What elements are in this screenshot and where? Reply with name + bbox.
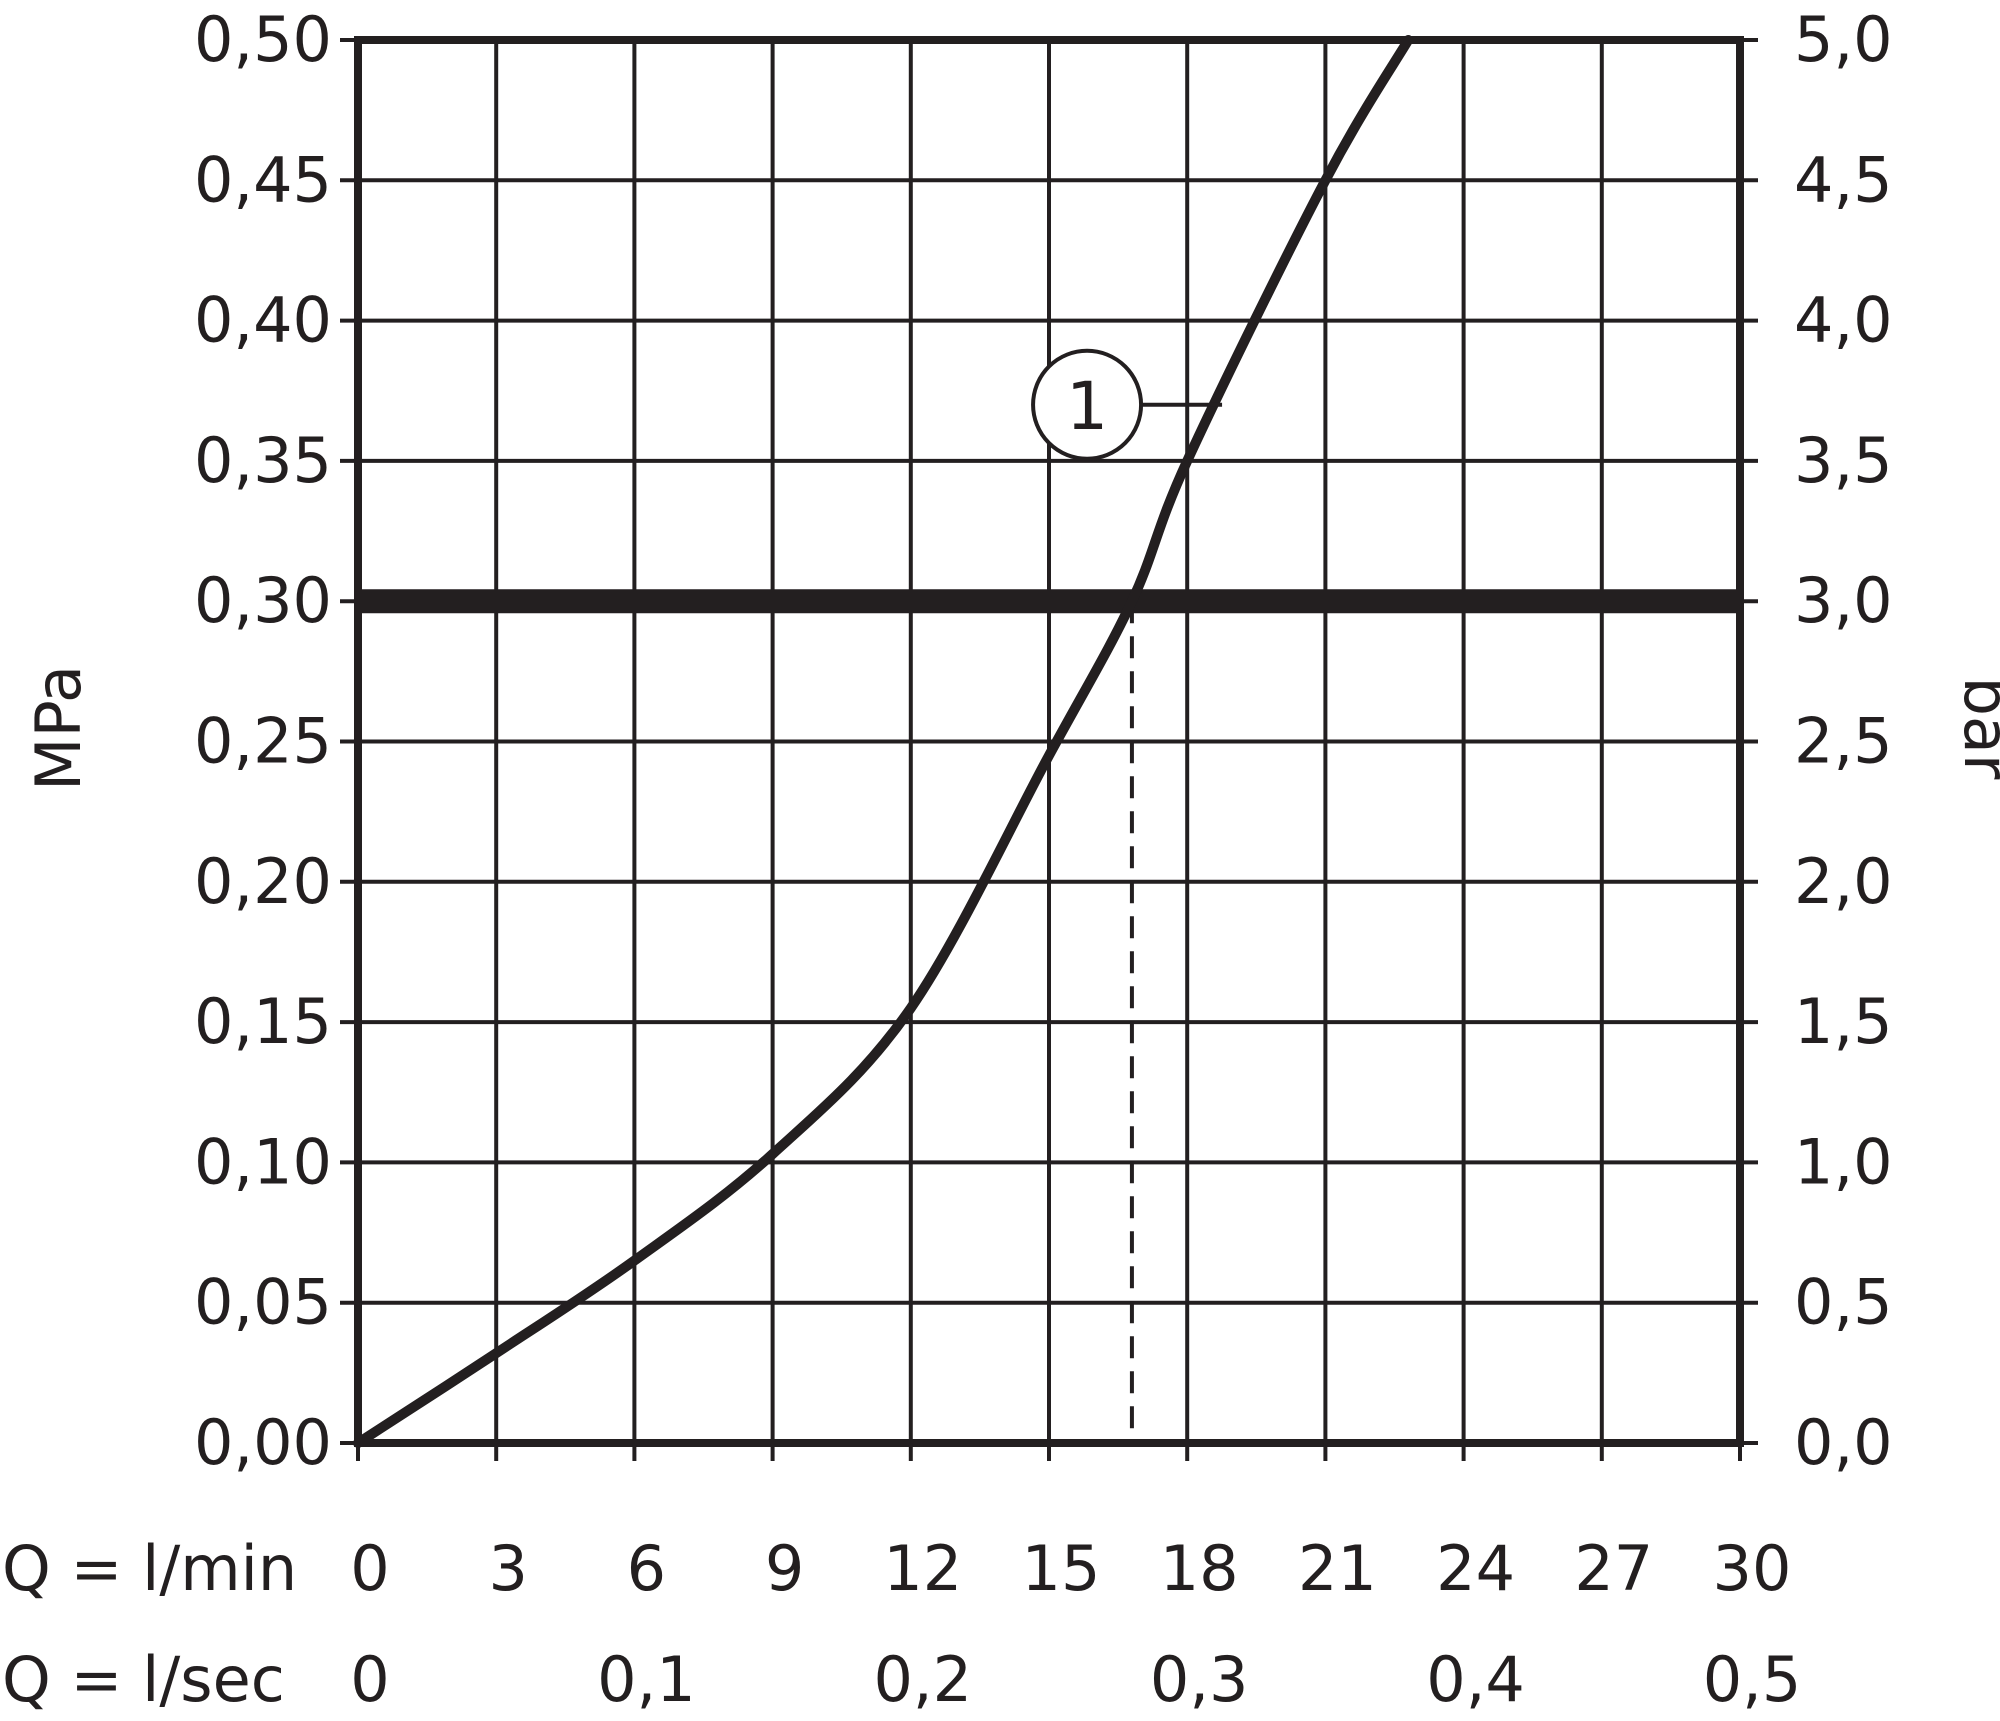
right-tick-label: 0,0 (1794, 1406, 1893, 1479)
x-primary-tick-label: 6 (627, 1532, 666, 1605)
x-secondary-tick-label: 0,2 (873, 1643, 972, 1716)
x-primary-tick-label: 30 (1713, 1532, 1792, 1605)
reference-layer (358, 589, 1740, 1443)
right-tick-label: 3,0 (1794, 564, 1893, 637)
left-tick-label: 0,35 (194, 424, 332, 497)
left-tick-label: 0,25 (194, 705, 332, 778)
x-primary-tick-label: 0 (350, 1532, 389, 1605)
curve-callout: 1 (1031, 348, 1223, 461)
right-tick-label: 1,5 (1794, 985, 1893, 1058)
left-tick-label: 0,50 (194, 3, 332, 76)
x-secondary-tick-label: 0,4 (1426, 1643, 1525, 1716)
series-line-1 (353, 35, 1414, 1448)
left-tick-label: 0,30 (194, 564, 332, 637)
x-primary-tick-label: 15 (1022, 1532, 1101, 1605)
left-tick-label: 0,00 (194, 1406, 332, 1479)
right-tick-label: 0,5 (1794, 1266, 1893, 1339)
left-tick-label: 0,20 (194, 845, 332, 918)
left-axis-title: MPa (22, 665, 95, 791)
right-tick-label: 1,0 (1794, 1125, 1893, 1198)
x-secondary-tick-label: 0,5 (1703, 1643, 1802, 1716)
left-tick-label: 0,40 (194, 284, 332, 357)
callout-circle (1031, 348, 1144, 461)
right-tick-label: 4,5 (1794, 143, 1893, 216)
right-tick-label: 3,5 (1794, 424, 1893, 497)
x-primary-tick-label: 24 (1436, 1532, 1515, 1605)
tick-marks (340, 38, 1758, 1461)
x-primary-tick-label: 9 (765, 1532, 804, 1605)
right-tick-label: 2,5 (1794, 705, 1893, 778)
grid (356, 38, 1742, 1445)
callout-label: 1 (1066, 368, 1108, 445)
x-secondary-tick-label: 0,3 (1150, 1643, 1249, 1716)
left-tick-label: 0,05 (194, 1266, 332, 1339)
x-secondary-tick-label: 0 (350, 1643, 389, 1716)
x-axis-secondary-label: Q = l/sec (2, 1643, 285, 1716)
left-tick-label: 0,15 (194, 985, 332, 1058)
left-tick-label: 0,10 (194, 1125, 332, 1198)
x-primary-tick-label: 27 (1574, 1532, 1653, 1605)
x-secondary-tick-label: 0,1 (597, 1643, 696, 1716)
left-tick-label: 0,45 (194, 143, 332, 216)
tick-labels: 0,000,050,100,150,200,250,300,350,400,45… (194, 3, 1893, 1716)
x-primary-tick-label: 3 (488, 1532, 527, 1605)
right-tick-label: 2,0 (1794, 845, 1893, 918)
right-tick-label: 5,0 (1794, 3, 1893, 76)
x-primary-tick-label: 21 (1298, 1532, 1377, 1605)
x-axis-primary-label: Q = l/min (2, 1532, 297, 1605)
right-axis-title: bar (1950, 677, 2000, 780)
curve-layer (353, 35, 1414, 1448)
x-primary-tick-label: 12 (883, 1532, 962, 1605)
right-tick-label: 4,0 (1794, 284, 1893, 357)
x-primary-tick-label: 18 (1160, 1532, 1239, 1605)
